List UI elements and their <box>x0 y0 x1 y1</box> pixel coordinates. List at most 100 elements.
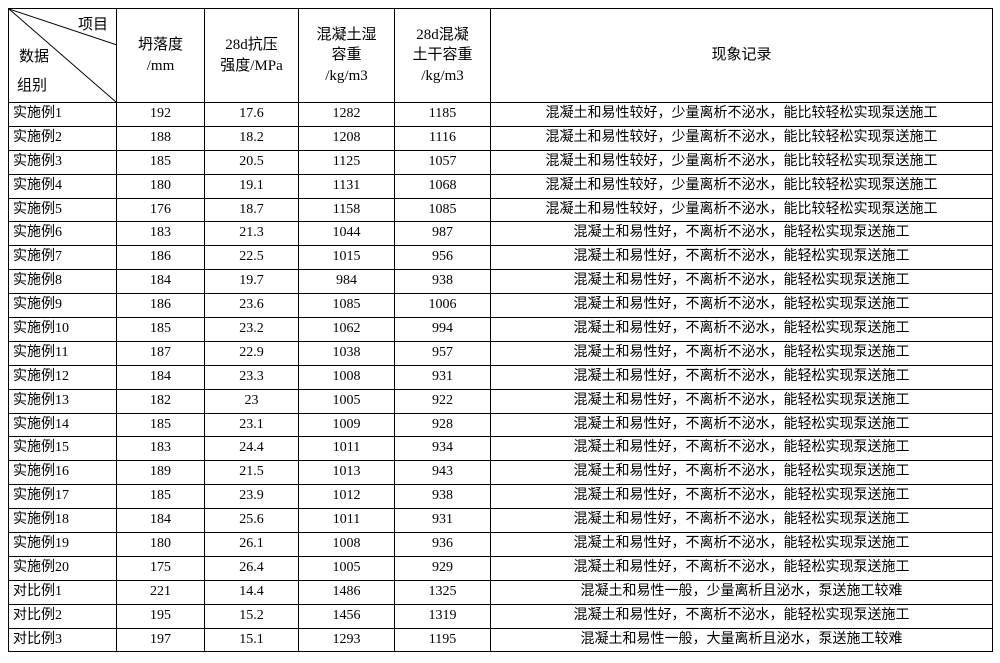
wet-cell: 1293 <box>299 628 395 652</box>
group-cell: 实施例8 <box>9 270 117 294</box>
table-body: 实施例119217.612821185混凝土和易性较好，少量离析不泌水，能比较轻… <box>9 103 993 652</box>
group-cell: 实施例19 <box>9 533 117 557</box>
wet-cell: 1005 <box>299 556 395 580</box>
table-row: 对比例219515.214561319混凝土和易性好，不离析不泌水，能轻松实现泵… <box>9 604 993 628</box>
slump-cell: 180 <box>117 174 205 198</box>
group-cell: 实施例7 <box>9 246 117 270</box>
slump-cell: 195 <box>117 604 205 628</box>
header-dry-l2: 土干容重 <box>399 45 486 65</box>
dry-cell: 929 <box>395 556 491 580</box>
group-cell: 实施例20 <box>9 556 117 580</box>
header-slump-l2: /mm <box>121 56 200 76</box>
slump-cell: 197 <box>117 628 205 652</box>
dry-cell: 943 <box>395 461 491 485</box>
table-row: 实施例1918026.11008936混凝土和易性好，不离析不泌水，能轻松实现泵… <box>9 533 993 557</box>
dry-cell: 1116 <box>395 126 491 150</box>
table-row: 实施例918623.610851006混凝土和易性好，不离析不泌水，能轻松实现泵… <box>9 294 993 318</box>
strength-cell: 23.9 <box>205 485 299 509</box>
header-dry-l1: 28d混凝 <box>399 25 486 45</box>
group-cell: 实施例5 <box>9 198 117 222</box>
note-cell: 混凝土和易性好，不离析不泌水，能轻松实现泵送施工 <box>491 246 993 270</box>
wet-cell: 1015 <box>299 246 395 270</box>
slump-cell: 175 <box>117 556 205 580</box>
strength-cell: 18.7 <box>205 198 299 222</box>
header-dry-density: 28d混凝 土干容重 /kg/m3 <box>395 9 491 103</box>
wet-cell: 1011 <box>299 437 395 461</box>
slump-cell: 185 <box>117 318 205 342</box>
note-cell: 混凝土和易性好，不离析不泌水，能轻松实现泵送施工 <box>491 341 993 365</box>
group-cell: 实施例17 <box>9 485 117 509</box>
wet-cell: 984 <box>299 270 395 294</box>
slump-cell: 185 <box>117 413 205 437</box>
wet-cell: 1008 <box>299 365 395 389</box>
slump-cell: 221 <box>117 580 205 604</box>
dry-cell: 938 <box>395 485 491 509</box>
dry-cell: 994 <box>395 318 491 342</box>
dry-cell: 1325 <box>395 580 491 604</box>
slump-cell: 192 <box>117 103 205 127</box>
slump-cell: 183 <box>117 437 205 461</box>
strength-cell: 15.2 <box>205 604 299 628</box>
wet-cell: 1486 <box>299 580 395 604</box>
slump-cell: 183 <box>117 222 205 246</box>
note-cell: 混凝土和易性好，不离析不泌水，能轻松实现泵送施工 <box>491 556 993 580</box>
group-cell: 实施例3 <box>9 150 117 174</box>
header-strength: 28d抗压 强度/MPa <box>205 9 299 103</box>
header-diag-mid: 数据 <box>19 47 49 67</box>
group-cell: 实施例18 <box>9 509 117 533</box>
header-wet-density: 混凝土湿 容重 /kg/m3 <box>299 9 395 103</box>
wet-cell: 1038 <box>299 341 395 365</box>
wet-cell: 1282 <box>299 103 395 127</box>
table-row: 实施例1718523.91012938混凝土和易性好，不离析不泌水，能轻松实现泵… <box>9 485 993 509</box>
strength-cell: 22.5 <box>205 246 299 270</box>
table-row: 对比例319715.112931195混凝土和易性一般，大量离析且泌水，泵送施工… <box>9 628 993 652</box>
strength-cell: 17.6 <box>205 103 299 127</box>
note-cell: 混凝土和易性好，不离析不泌水，能轻松实现泵送施工 <box>491 294 993 318</box>
dry-cell: 987 <box>395 222 491 246</box>
wet-cell: 1456 <box>299 604 395 628</box>
dry-cell: 936 <box>395 533 491 557</box>
dry-cell: 1057 <box>395 150 491 174</box>
slump-cell: 180 <box>117 533 205 557</box>
note-cell: 混凝土和易性好，不离析不泌水，能轻松实现泵送施工 <box>491 222 993 246</box>
wet-cell: 1125 <box>299 150 395 174</box>
note-cell: 混凝土和易性较好，少量离析不泌水，能比较轻松实现泵送施工 <box>491 150 993 174</box>
group-cell: 实施例16 <box>9 461 117 485</box>
group-cell: 实施例14 <box>9 413 117 437</box>
table-row: 实施例1618921.51013943混凝土和易性好，不离析不泌水，能轻松实现泵… <box>9 461 993 485</box>
strength-cell: 22.9 <box>205 341 299 365</box>
table-row: 对比例122114.414861325混凝土和易性一般，少量离析且泌水，泵送施工… <box>9 580 993 604</box>
strength-cell: 21.3 <box>205 222 299 246</box>
wet-cell: 1085 <box>299 294 395 318</box>
strength-cell: 25.6 <box>205 509 299 533</box>
table-row: 实施例1418523.11009928混凝土和易性好，不离析不泌水，能轻松实现泵… <box>9 413 993 437</box>
header-wet-l2: 容重 <box>303 45 390 65</box>
note-cell: 混凝土和易性较好，少量离析不泌水，能比较轻松实现泵送施工 <box>491 198 993 222</box>
dry-cell: 1195 <box>395 628 491 652</box>
table-row: 实施例818419.7984938混凝土和易性好，不离析不泌水，能轻松实现泵送施… <box>9 270 993 294</box>
note-cell: 混凝土和易性一般，大量离析且泌水，泵送施工较难 <box>491 628 993 652</box>
dry-cell: 1068 <box>395 174 491 198</box>
slump-cell: 176 <box>117 198 205 222</box>
dry-cell: 928 <box>395 413 491 437</box>
note-cell: 混凝土和易性好，不离析不泌水，能轻松实现泵送施工 <box>491 461 993 485</box>
slump-cell: 188 <box>117 126 205 150</box>
note-cell: 混凝土和易性好，不离析不泌水，能轻松实现泵送施工 <box>491 437 993 461</box>
header-wet-l3: /kg/m3 <box>303 66 390 86</box>
dry-cell: 934 <box>395 437 491 461</box>
strength-cell: 23.1 <box>205 413 299 437</box>
group-cell: 实施例9 <box>9 294 117 318</box>
header-strength-l1: 28d抗压 <box>209 35 294 55</box>
group-cell: 实施例15 <box>9 437 117 461</box>
wet-cell: 1208 <box>299 126 395 150</box>
strength-cell: 24.4 <box>205 437 299 461</box>
note-cell: 混凝土和易性好，不离析不泌水，能轻松实现泵送施工 <box>491 533 993 557</box>
wet-cell: 1011 <box>299 509 395 533</box>
strength-cell: 23.2 <box>205 318 299 342</box>
header-slump: 坍落度 /mm <box>117 9 205 103</box>
header-diag-top: 项目 <box>78 15 108 35</box>
dry-cell: 1185 <box>395 103 491 127</box>
table-header: 项目 数据 组别 坍落度 /mm 28d抗压 强度/MPa 混凝土湿 容重 /k… <box>9 9 993 103</box>
header-diagonal: 项目 数据 组别 <box>9 9 117 103</box>
header-dry-l3: /kg/m3 <box>399 66 486 86</box>
